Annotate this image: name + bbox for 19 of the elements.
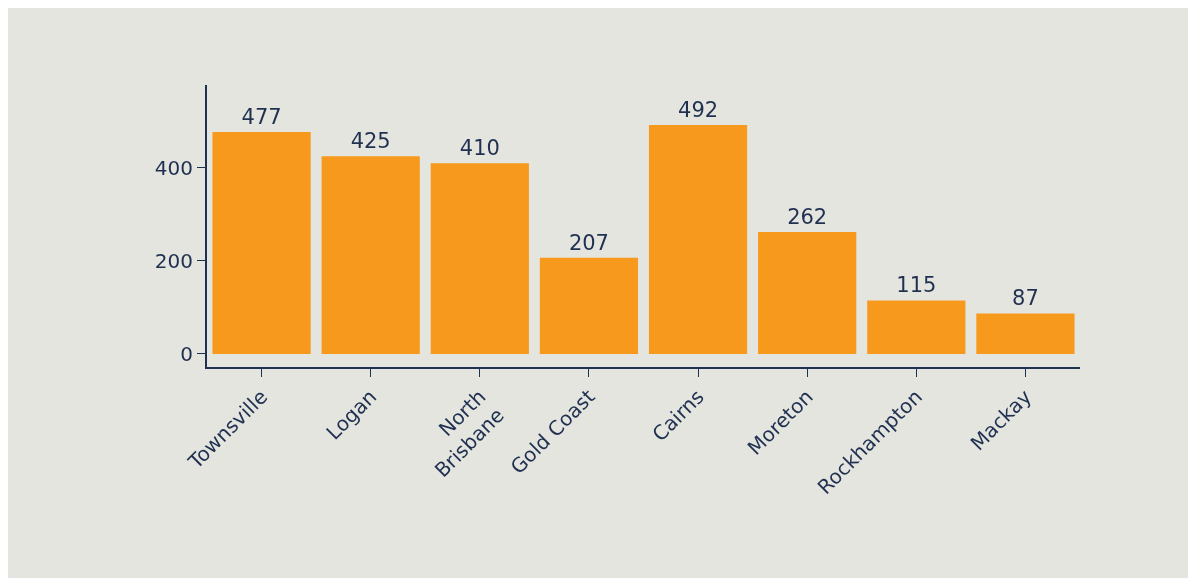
data-label: 492 (678, 98, 719, 123)
data-label: 207 (568, 230, 609, 255)
bar (539, 257, 639, 354)
bar (212, 132, 311, 354)
bar (758, 232, 857, 354)
y-tick-label: 400 (154, 155, 193, 180)
data-label: 425 (350, 129, 391, 154)
data-label: 477 (241, 105, 282, 129)
y-tick-label: 200 (154, 248, 193, 273)
y-tick-label: 0 (180, 341, 193, 366)
data-label: 87 (1012, 286, 1039, 311)
data-label: 410 (459, 136, 500, 161)
bar (867, 300, 966, 354)
bar (648, 125, 748, 354)
bar (430, 163, 529, 354)
bar (976, 313, 1075, 354)
data-label: 262 (787, 205, 828, 230)
data-label: 115 (896, 273, 937, 298)
bar (321, 156, 420, 354)
